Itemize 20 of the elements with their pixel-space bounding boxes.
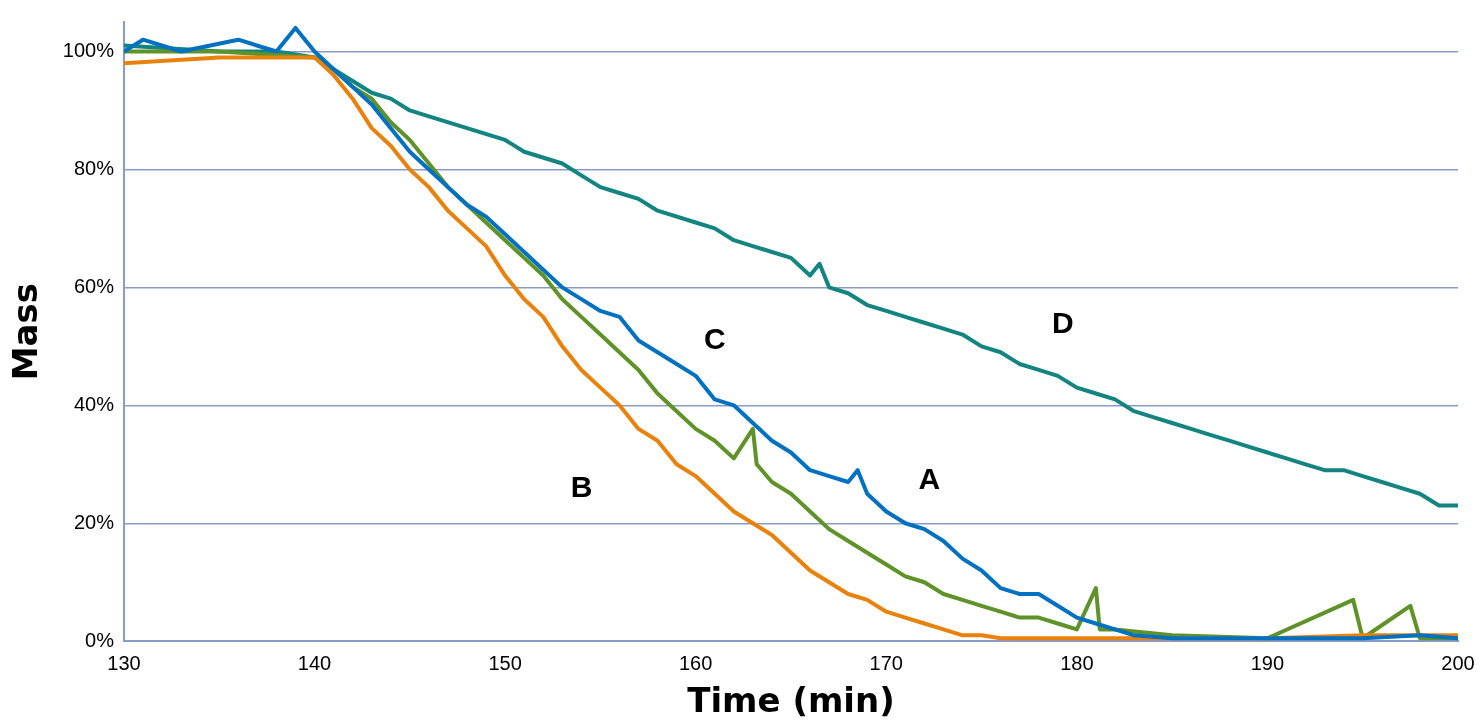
x-tick-label: 200 [1441, 651, 1475, 674]
x-tick-label: 170 [869, 651, 903, 674]
x-axis-title: Time (min) [687, 680, 895, 721]
x-tick-label: 180 [1060, 651, 1094, 674]
annotation: C [703, 321, 726, 355]
x-tick-label: 190 [1250, 651, 1285, 674]
y-tick-label: 40% [73, 392, 115, 415]
annotation: B [570, 469, 593, 503]
y-tick-label: 80% [73, 156, 115, 179]
x-tick-label: 160 [679, 651, 713, 674]
x-tick-label: 150 [488, 651, 522, 674]
y-axis-title: Mass [5, 282, 46, 381]
x-tick-label: 130 [107, 651, 141, 674]
y-tick-label: 60% [73, 274, 115, 297]
x-tick-label: 140 [297, 651, 332, 674]
y-tick-label: 20% [73, 510, 115, 533]
annotation: A [918, 462, 941, 496]
y-tick-label: 0% [85, 628, 115, 651]
y-tick-label: 100% [62, 39, 115, 61]
annotation: D [1051, 306, 1074, 340]
